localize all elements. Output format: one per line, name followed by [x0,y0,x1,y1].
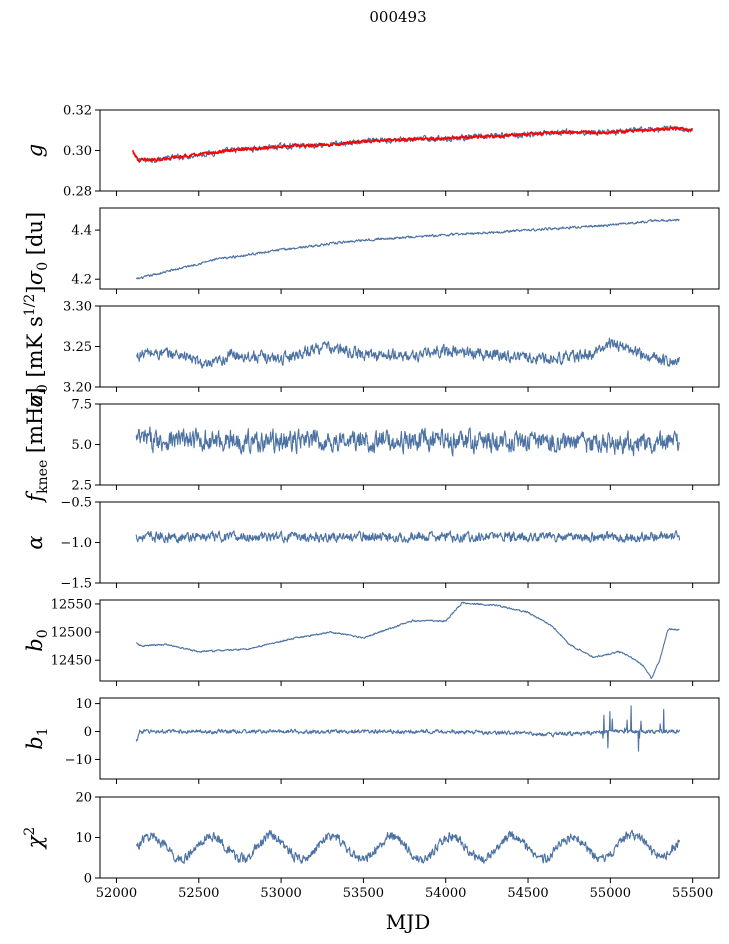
y-label-sup: 2 [22,827,38,836]
y-tick-label: 0 [84,725,92,740]
y-label-sub: 0 [35,629,51,638]
y-tick-label: −1.5 [60,577,92,592]
y-tick-label: 4.4 [71,224,92,239]
series-line-chi2 [135,829,681,865]
y-axis-label-b0: b0 [23,629,51,651]
y-label-base: b [23,736,47,749]
y-tick-label: 3.25 [63,340,92,355]
y-tick-label: 0.28 [63,185,92,200]
y-tick-label: 2.5 [71,479,92,494]
y-label-sub: 0 [35,384,51,393]
y-label-sup: 1/2 [22,294,38,317]
series-line-fknee [135,426,681,457]
y-label-base: α [23,535,47,549]
x-tick-label: 52000 [96,886,137,901]
y-label-unit: [mK s [23,316,47,384]
y-tick-label: 0.30 [63,144,92,159]
y-label-base: g [23,144,47,157]
y-tick-label: −1.0 [60,536,92,551]
y-tick-label: 10 [75,697,92,712]
y-tick-label: 12550 [51,597,92,612]
y-axis-label-alpha: α [23,535,47,549]
figure-title: 000493 [369,8,426,26]
panel-fknee: 2.5 5.0 7.5 fknee [mHz] [23,387,720,504]
y-tick-label: 3.20 [63,381,92,396]
x-tick-label: 55500 [672,886,713,901]
y-label-base: χ [23,834,47,850]
y-tick-label: 5.0 [71,438,92,453]
y-label-base: σ [23,270,47,285]
panel-frame-b0 [99,599,720,682]
series-line-alpha [135,530,681,544]
y-label-base: f [23,491,47,504]
y-tick-label: −0.5 [60,496,92,511]
series-line-b1 [135,705,681,752]
x-tick-label: 54500 [507,886,548,901]
y-label-sub: 0 [35,262,51,271]
panel-g: 0.28 0.30 0.32 g [23,104,720,200]
y-axis-label-b1: b1 [23,727,51,749]
y-axis-label-sigma0_mk: σ0 [mK s1/2] [22,286,51,408]
panel-b0: 12450 12500 12550 b0 [23,597,720,686]
panel-frame-alpha [99,501,720,584]
panel-sigma0_mk: 3.20 3.25 3.30 σ0 [mK s1/2] [22,286,720,408]
x-tick-label: 54000 [425,886,466,901]
y-tick-label: 4.2 [71,273,92,288]
panel-frame-sigma0 [99,207,720,290]
y-tick-label: 12450 [51,654,92,669]
x-axis-label: MJD [386,910,431,934]
y-tick-label: 10 [75,831,92,846]
series-line-g [132,125,694,164]
x-tick-label: 53500 [343,886,384,901]
x-tick-label: 55000 [590,886,631,901]
y-label-unit: [du] [23,212,47,262]
y-label-base: b [23,638,47,651]
y-label-sub: knee [35,460,51,494]
y-label-unit-close: ] [23,286,47,294]
y-tick-label: −10 [65,753,92,768]
series-line-sigma0_mk [136,337,681,369]
y-tick-label: 0 [84,872,92,887]
series-line-b0 [136,601,680,680]
y-tick-label: 3.30 [63,300,92,315]
y-axis-label-chi2: χ2 [22,827,47,851]
y-tick-label: 12500 [51,626,92,641]
panel-frame-b1 [99,697,720,780]
series-line-sigma0 [135,218,680,280]
x-tick-label: 52500 [178,886,219,901]
panel-alpha: −1.5 −1.0 −0.5 α [23,496,720,592]
y-axis-label-fknee: fknee [mHz] [23,387,51,503]
panel-chi2: 0 10 20 52000 52500 53000 53500 54000 54500 55000… [22,791,720,901]
y-axis-label-g: g [23,144,47,157]
y-axis-label-sigma0: σ0 [du] [23,212,51,285]
y-label-unit: [mHz] [23,387,47,459]
x-tick-label: 53000 [260,886,301,901]
y-label-base: σ [23,392,47,407]
y-tick-label: 0.32 [63,104,92,119]
panel-sigma0: 4.2 4.4 σ0 [du] [23,207,720,294]
y-tick-label: 20 [75,791,92,806]
y-label-sub: 1 [35,727,51,736]
series-line-fit [132,126,694,163]
y-tick-label: 7.5 [71,398,92,413]
panel-frame-chi2 [99,796,720,879]
panel-frame-g [99,109,720,192]
panel-b1: −10 0 10 b1 [23,697,720,784]
